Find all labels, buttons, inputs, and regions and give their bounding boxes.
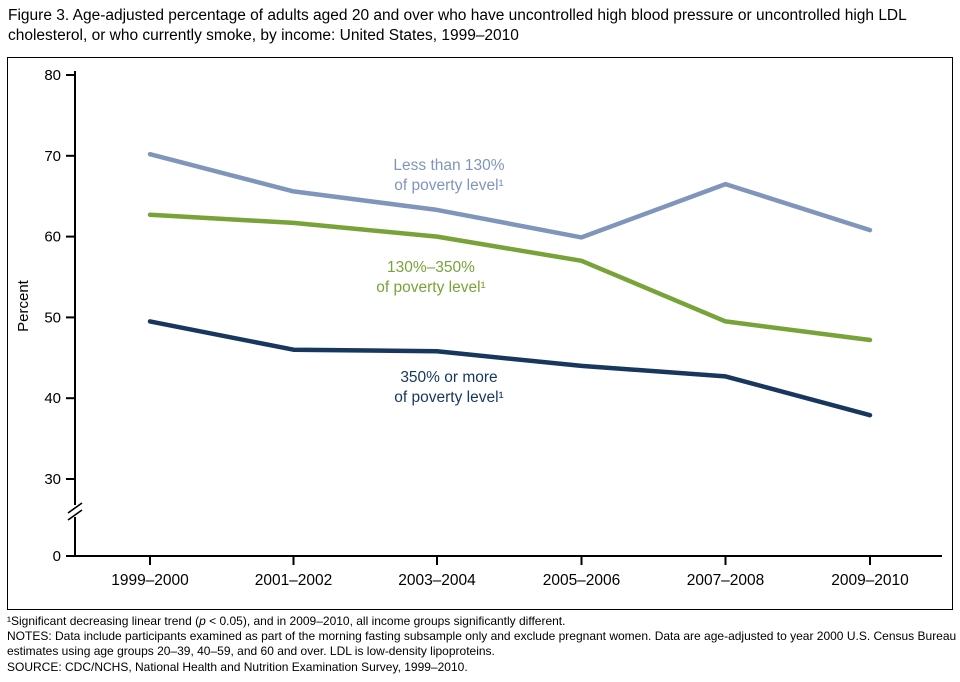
series-label-line: of poverty level¹ [394,389,503,406]
series-line-130to350 [147,212,873,343]
series-line-gte350 [147,319,873,418]
line-chart: 0 30 40 50 60 70 80 1999–2000 2001–2002 2003–2004… [15,67,942,589]
footnote-significance-p-italic: p [199,614,206,628]
x-tick-label: 1999–2000 [111,572,189,589]
y-axis-title: Percent [15,279,32,332]
y-tick-label: 60 [44,229,61,246]
y-tick-label: 80 [44,67,61,84]
series-label-line: 350% or more [400,369,497,386]
x-tick-label: 2009–2010 [831,572,909,589]
series-label-gte350: 350% or more of poverty level¹ [394,369,503,406]
footnote-source: SOURCE: CDC/NCHS, National Health and Nu… [7,659,468,674]
footnote-significance: ¹Significant decreasing linear trend (p … [7,614,957,629]
series-label-line: of poverty level¹ [376,279,485,296]
figure-title: Figure 3. Age-adjusted percentage of adu… [8,7,907,45]
series-label-line: Less than 130% [393,157,504,174]
axis-break-gap [71,505,79,517]
y-tick-label: 40 [44,390,61,407]
series-label-line: 130%–350% [387,259,475,276]
x-tick-label: 2007–2008 [687,572,765,589]
series-label-130to350: 130%–350% of poverty level¹ [376,259,485,296]
footnote-significance-pre: ¹Significant decreasing linear trend ( [7,614,200,628]
x-tick-label: 2001–2002 [255,572,333,589]
x-tick-label: 2003–2004 [398,572,476,589]
y-tick-label: 0 [53,548,61,565]
chart-frame: 0 30 40 50 60 70 80 1999–2000 2001–2002 2003–2004… [7,57,953,610]
series-label-lt130: Less than 130% of poverty level¹ [393,157,504,194]
x-tick-label: 2005–2006 [543,572,621,589]
series-label-line: of poverty level¹ [394,177,503,194]
axis-break-slash [67,502,83,514]
y-tick-label: 70 [44,148,61,165]
footnotes: ¹Significant decreasing linear trend (p … [7,614,957,675]
footnote-significance-post: < 0.05), and in 2009–2010, all income gr… [205,614,566,628]
series-line-lt130 [147,151,873,240]
y-tick-label: 50 [44,309,61,326]
axis-break-slash [67,509,83,521]
y-tick-label: 30 [44,471,61,488]
footnote-notes: NOTES: Data include participants examine… [7,629,957,659]
